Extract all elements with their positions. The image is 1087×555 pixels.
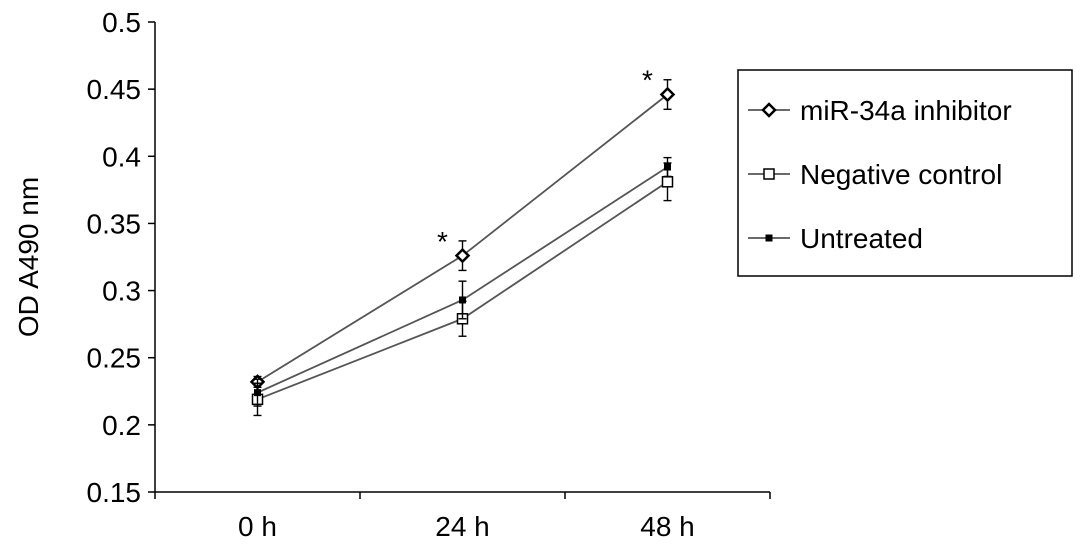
legend-marker [761, 102, 777, 118]
legend-label: Negative control [800, 159, 1002, 190]
significance-marker: * [642, 65, 653, 96]
y-tick-label: 0.25 [87, 343, 142, 374]
data-point [659, 86, 676, 103]
legend-entry: Untreated [748, 223, 923, 254]
series-line [257, 93, 669, 383]
y-tick-label: 0.4 [102, 141, 141, 172]
y-tick-label: 0.35 [87, 208, 142, 239]
data-point [664, 163, 671, 171]
legend: miR-34a inhibitor Negative control Untreat… [737, 69, 1073, 277]
y-tick-label: 0.2 [102, 410, 141, 441]
y-tick-label: 0.5 [102, 7, 141, 38]
legend-marker [765, 234, 773, 242]
significance-marker: * [437, 226, 448, 257]
y-tick-label: 0.45 [87, 74, 142, 105]
data-point [454, 247, 471, 264]
data-point [459, 296, 466, 304]
legend-box [737, 69, 1073, 277]
legend-label: Untreated [800, 223, 923, 254]
y-tick-label: 0.3 [102, 276, 141, 307]
x-tick-label: 48 h [640, 511, 695, 542]
y-axis-title: OD A490 nm [13, 177, 44, 337]
legend-entry: Negative control [748, 159, 1002, 190]
series-layer: ** [249, 65, 676, 417]
series-mir-34a-inhibitor [249, 79, 676, 390]
legend-label: miR-34a inhibitor [800, 95, 1012, 126]
axes: 0.15 0.2 0.25 0.3 0.35 0.4 0.45 0.5 0 h 24 h 48 h O… [13, 7, 771, 542]
series-untreated [253, 156, 672, 407]
series-line [257, 166, 668, 394]
legend-marker [763, 168, 775, 180]
data-point [254, 389, 261, 397]
data-point [661, 176, 674, 188]
x-tick-label: 24 h [435, 511, 490, 542]
legend-entry: miR-34a inhibitor [748, 95, 1012, 126]
y-tick-label: 0.15 [87, 477, 142, 508]
x-tick-label: 0 h [238, 511, 277, 542]
